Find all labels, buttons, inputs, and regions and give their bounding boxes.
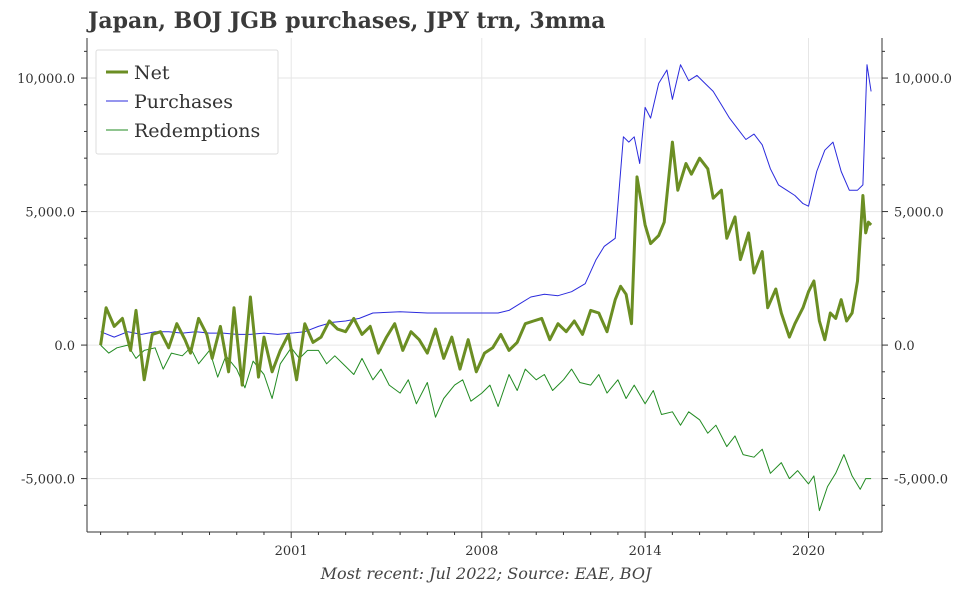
legend-label: Net <box>134 62 170 84</box>
y-tick-label-right: 10,000.0 <box>894 72 952 87</box>
series-lines <box>99 64 873 512</box>
y-tick-label-left: -5,000.0 <box>21 473 75 488</box>
source-footnote: Most recent: Jul 2022; Source: EAE, BOJ <box>320 564 652 583</box>
axes: -5,000.0 -5,000.0 0.0 0.0 5,000.0 5,000.0 10,0… <box>17 38 952 559</box>
legend: Net Purchases Redemptions <box>95 49 279 155</box>
y-tick-label-right: 0.0 <box>894 339 915 354</box>
x-tick-label: 2001 <box>275 544 308 559</box>
series-line-redemptions <box>100 344 872 512</box>
y-tick-label-left: 0.0 <box>54 339 75 354</box>
series-line-purchases <box>100 64 872 338</box>
x-tick-label: 2014 <box>629 544 662 559</box>
legend-label: Redemptions <box>134 120 260 142</box>
series-line-net <box>99 140 873 387</box>
legend-box <box>95 49 279 155</box>
y-tick-label-right: 5,000.0 <box>894 206 944 221</box>
x-tick-label: 2008 <box>465 544 498 559</box>
y-tick-label-left: 5,000.0 <box>25 206 75 221</box>
x-tick-label: 2020 <box>792 544 825 559</box>
y-tick-label-left: 10,000.0 <box>17 72 75 87</box>
y-tick-label-right: -5,000.0 <box>894 473 948 488</box>
legend-label: Purchases <box>134 91 233 113</box>
chart-title: Japan, BOJ JGB purchases, JPY trn, 3mma <box>88 8 606 34</box>
